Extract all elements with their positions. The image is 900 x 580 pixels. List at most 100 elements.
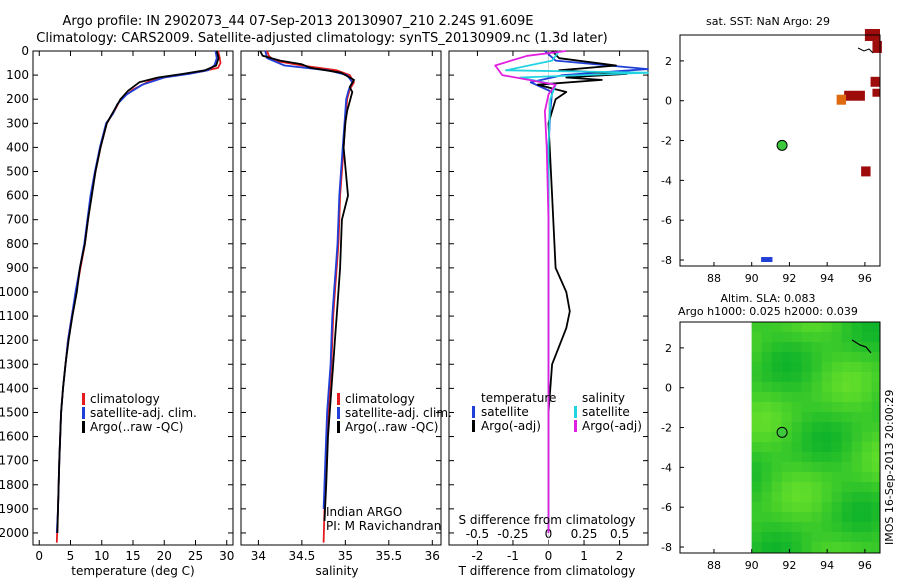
sla-cell (831, 502, 842, 512)
sla-cell (771, 472, 782, 482)
annotation-line-2: PI: M Ravichandran (326, 519, 441, 533)
sla-cell (851, 482, 862, 492)
sla-cell (781, 532, 792, 542)
sla-cell (791, 372, 802, 382)
sla-cell (751, 502, 762, 512)
sla-cell (851, 502, 862, 512)
sla-cell (761, 442, 772, 452)
sla-cell (771, 332, 782, 342)
sla-cell (761, 532, 772, 542)
sla-cell (811, 372, 822, 382)
sla-cell (751, 392, 762, 402)
sla-cell (851, 462, 862, 472)
sla-cell (761, 542, 772, 552)
sla-cell (771, 392, 782, 402)
sla-cell (781, 372, 792, 382)
sla-cell (801, 432, 812, 442)
sla-cell (811, 542, 822, 552)
sla-cell (831, 342, 842, 352)
map-y-tick-label: -8 (661, 254, 672, 267)
y-tick-label: 1400 (0, 381, 29, 395)
sla-cell (761, 372, 772, 382)
sla-cell (871, 452, 880, 462)
sla-cell (861, 502, 872, 512)
sla-cell (791, 342, 802, 352)
y-tick-label: 500 (6, 164, 29, 178)
x-tick-label: 5 (67, 549, 75, 563)
sla-cell (861, 532, 872, 542)
salinity-panel: 34 34.5 35 35.5 36 (240, 50, 442, 563)
sla-cell (801, 512, 812, 522)
sla-cell (761, 492, 772, 502)
sla-cell (771, 452, 782, 462)
sla-cell (761, 512, 772, 522)
sla-cell (821, 382, 832, 392)
series-line-argo-raw-qc- (56, 50, 220, 534)
sla-cell (751, 442, 762, 452)
map-x-tick-label: 96 (858, 559, 872, 572)
sst-cell (844, 90, 865, 101)
sla-cell (841, 332, 852, 342)
sla-cell (821, 542, 832, 552)
sla-cell (791, 402, 802, 412)
sla-cell (791, 502, 802, 512)
sla-cell (831, 392, 842, 402)
sla-cell (821, 372, 832, 382)
coastline (851, 339, 872, 354)
y-tick-label: 100 (6, 68, 29, 82)
sla-cell (781, 502, 792, 512)
sla-cell (791, 462, 802, 472)
sla-cell (841, 412, 852, 422)
sla-cell (761, 322, 772, 332)
sla-cell (771, 492, 782, 502)
sla-cell (851, 352, 862, 362)
y-tick-label: 1700 (0, 454, 29, 468)
y-tick-label: 1800 (0, 478, 29, 492)
sla-cell (751, 382, 762, 392)
sla-cell (821, 512, 832, 522)
argo-position-marker (776, 139, 788, 151)
plot-frame (240, 50, 442, 546)
sla-cell (801, 522, 812, 532)
diff-legend-sal-title: salinity (582, 391, 625, 405)
sal-legend-swatch-argo (337, 421, 340, 433)
difference-top-xlabel: S difference from climatology (459, 513, 636, 527)
sla-cell (811, 442, 822, 452)
sla-cell (781, 392, 792, 402)
sla-cell (751, 372, 762, 382)
sla-map-title-2: Argo h1000: 0.025 h2000: 0.039 (678, 305, 858, 318)
y-tick-label: 700 (6, 213, 29, 227)
sla-cell (871, 542, 880, 552)
sla-cell (771, 432, 782, 442)
sla-cell (791, 392, 802, 402)
x-tick-label: -1 (507, 549, 519, 563)
sla-cell (761, 392, 772, 402)
sla-cell (851, 362, 862, 372)
sla-cell (801, 372, 812, 382)
difference-xlabel: T difference from climatology (458, 564, 636, 578)
sla-cell (791, 362, 802, 372)
coastline (857, 47, 874, 54)
sla-cell (771, 532, 782, 542)
sla-cell (851, 382, 862, 392)
sla-cell (761, 462, 772, 472)
sla-cell (841, 342, 852, 352)
sla-cell (781, 482, 792, 492)
sla-cell (861, 392, 872, 402)
sla-cell (821, 322, 832, 332)
sla-cell (821, 442, 832, 452)
sla-cell (791, 442, 802, 452)
temperature-panel: 0 5 10 15 20 25 300100200300400500600700800900… (0, 44, 234, 563)
sla-cell (801, 442, 812, 452)
sla-cell (831, 482, 842, 492)
sla-cell (811, 342, 822, 352)
legend-label-climatology: climatology (90, 392, 160, 406)
sla-cell (801, 412, 812, 422)
sla-cell (761, 522, 772, 532)
sla-cell (851, 372, 862, 382)
sla-cell (861, 372, 872, 382)
salinity-legend: climatology satellite-adj. clim. Argo(..… (337, 392, 452, 434)
sla-cell (841, 532, 852, 542)
sla-cell (831, 452, 842, 462)
sst-cell (872, 40, 882, 53)
